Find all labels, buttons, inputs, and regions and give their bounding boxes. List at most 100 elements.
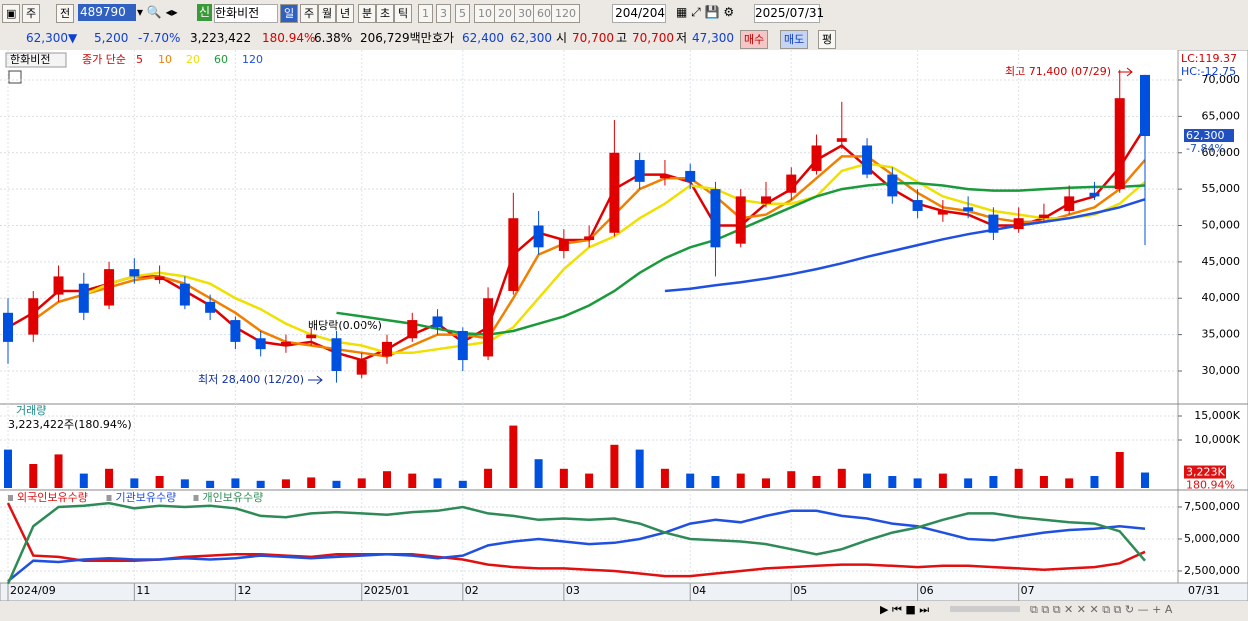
title-box: [5, 52, 67, 68]
tf[interactable]: 틱: [394, 4, 413, 23]
panel-icon[interactable]: [8, 70, 22, 84]
candle-body: [457, 330, 468, 361]
volume-bar: [231, 478, 240, 488]
menu[interactable]: ▣: [2, 4, 21, 23]
ask: 62,400: [462, 31, 504, 45]
y-tick-label: 7,500,000: [1184, 500, 1240, 513]
avg[interactable]: 평: [818, 30, 837, 49]
y-tick-label: 35,000: [1202, 328, 1241, 341]
change: 5,200: [94, 31, 129, 45]
legend-entry: 60: [214, 53, 228, 66]
label: 호가: [432, 31, 455, 45]
last-volume: 3,223K: [1186, 466, 1225, 479]
interval[interactable]: 1: [418, 4, 433, 23]
y-tick-label: 10,000K: [1194, 433, 1240, 446]
chart-title: 한화비전: [10, 53, 50, 66]
candle-body: [78, 283, 89, 313]
volume-bar: [787, 471, 796, 488]
volume-bar: [433, 478, 442, 488]
sell[interactable]: 매도: [780, 30, 809, 49]
bg: [0, 50, 1248, 621]
interval[interactable]: 120: [551, 4, 580, 23]
candle-body: [862, 145, 873, 175]
y-tick-label: 2,500,000: [1184, 564, 1240, 577]
legend-swatch: [8, 495, 13, 501]
badge: 신: [197, 4, 213, 21]
x-tick-label: 04: [692, 584, 706, 597]
interval[interactable]: 20: [494, 4, 516, 23]
volume-bar: [989, 476, 998, 488]
holding-line: [6, 502, 1146, 578]
candle-body: [887, 174, 898, 197]
holding-line: [7, 509, 1146, 583]
prev[interactable]: 전: [56, 4, 75, 23]
candle-body: [836, 138, 847, 142]
tf[interactable]: 주: [300, 4, 319, 23]
date[interactable]: 2025/07/31: [754, 4, 824, 23]
buy[interactable]: 매수: [740, 30, 769, 49]
stock-name[interactable]: 한화비전: [214, 4, 278, 23]
candle-body: [1013, 218, 1024, 230]
scroll-thumb[interactable]: [950, 606, 1020, 612]
lc: LC:119.37: [1181, 52, 1237, 65]
period[interactable]: 주: [22, 4, 41, 23]
candle-body: [356, 360, 367, 375]
y-tick-label: 60,000: [1202, 146, 1241, 159]
x-tick-label: 12: [237, 584, 251, 597]
interval[interactable]: 60: [533, 4, 555, 23]
ma-line: [664, 198, 1146, 293]
holding-line: [6, 501, 1146, 585]
candle-body: [988, 214, 999, 233]
tf[interactable]: 초: [376, 4, 395, 23]
hc: HC:-12.75: [1181, 65, 1236, 78]
tf[interactable]: 월: [318, 4, 337, 23]
toolbar: ▣ 주 전 489790 ▾ 🔍 ◂▸ 신 한화비전 일 주 월 년 분 초 틱…: [0, 0, 1248, 29]
label: 고: [616, 31, 628, 45]
volume-bar: [686, 473, 695, 488]
volume: 3,223,422: [190, 31, 252, 45]
amount: 206,729백만: [360, 31, 432, 45]
volume-bar: [54, 454, 63, 488]
volume-bar: [534, 459, 543, 488]
volume-bar: [130, 478, 139, 488]
candle-body: [255, 338, 266, 350]
arrow: [1118, 67, 1133, 77]
interval[interactable]: 3: [436, 4, 451, 23]
tools[interactable]: ▦ ⤢ 💾 ⚙: [676, 5, 735, 19]
interval[interactable]: 5: [455, 4, 470, 23]
x-tick-label: 07: [1021, 584, 1035, 597]
volume-bar: [155, 476, 164, 488]
volume-bar: [964, 478, 973, 488]
candle-body: [735, 196, 746, 244]
candle-body: [1038, 214, 1049, 219]
legend-swatch: [106, 495, 112, 501]
volume-bar: [610, 444, 619, 488]
label: 시: [556, 31, 568, 45]
tf[interactable]: 분: [358, 4, 377, 23]
last-price-badge: [1184, 129, 1234, 143]
tool-icons[interactable]: ⧉ ⧉ ⧉ ✕ ✕ ✕ ⧉ ⧉ ↻ — + A: [1030, 603, 1173, 616]
tf[interactable]: 일: [280, 4, 299, 23]
dividend-note: 배당락(0.00%): [308, 319, 382, 332]
code-input[interactable]: 489790: [78, 4, 136, 21]
x-tick-label: 2025/01: [364, 584, 410, 597]
interval[interactable]: 10: [474, 4, 496, 23]
candle-body: [432, 316, 443, 328]
volume-bar: [711, 476, 720, 488]
volume-bar: [1115, 452, 1124, 488]
down-arrow: ▼: [68, 31, 78, 45]
scroll-controls[interactable]: ▶ ⏮ ■ ⏭: [880, 603, 929, 616]
candle-body: [53, 276, 64, 295]
volume-bar: [559, 468, 568, 488]
x-tick-label: 03: [566, 584, 580, 597]
candle-body: [963, 207, 974, 211]
candle-body: [533, 225, 544, 248]
low: 47,300: [692, 31, 734, 45]
tf[interactable]: 년: [336, 4, 355, 23]
last-volume-badge: [1184, 465, 1226, 479]
volume-bar: [79, 473, 88, 488]
turnover: 6.38%: [314, 31, 353, 45]
count: 204/204: [612, 4, 666, 23]
volume-bar: [863, 473, 872, 488]
candle-body: [1114, 98, 1125, 190]
